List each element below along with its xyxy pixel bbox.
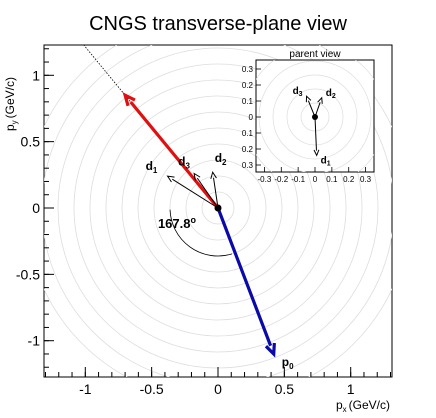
inset-y-axis: 0.3 0.2 0.1 0 0.1 0.2 0.3 [242, 65, 261, 170]
inset-vector-label-d2: d2 [326, 88, 336, 100]
vector-d2 [210, 170, 219, 209]
opening-angle-arc [169, 209, 233, 257]
inset-x-axis: -0.3 -0.2 -0.1 0 0.1 0.2 0.3 [258, 167, 372, 184]
inset-grid-circle [300, 102, 330, 132]
grid-circle [153, 143, 283, 273]
x-axis: -1 -0.5 0 0.5 1 [44, 367, 392, 397]
grid-circle [105, 95, 331, 321]
vector-p0 [216, 207, 276, 358]
x-tick-label: -0.5 [140, 381, 164, 397]
inset-x-tick-label: -0.1 [291, 175, 305, 184]
y-tick-label: 1 [32, 67, 40, 83]
chart-title: CNGS transverse-plane view [89, 13, 347, 35]
x-tick-label: 0 [214, 381, 222, 397]
vector-label-d2: d2 [215, 151, 227, 167]
y-tick-label: 0.5 [21, 134, 41, 150]
inset-y-tick-label: 0.3 [242, 161, 254, 170]
inset-x-tick-label: 0.1 [326, 175, 338, 184]
inset-vector-label-d3: d3 [293, 86, 303, 98]
grid-circle [137, 127, 299, 289]
inset-vertex [312, 114, 318, 120]
grid-circle [121, 111, 315, 305]
x-tick-label: 1 [347, 381, 355, 397]
x-tick-label: 0.5 [275, 381, 295, 397]
vector-label-d3: d3 [178, 154, 190, 170]
grid-circle [89, 79, 347, 337]
opening-angle-label: 167.8o [158, 215, 197, 231]
inset-grid-circle [286, 88, 344, 146]
vector-label-d1: d1 [146, 159, 158, 175]
inset-vectors: d3 d2 d1 [293, 86, 336, 167]
y-tick-label: 0 [32, 200, 40, 216]
grid-circle [73, 63, 363, 353]
inset-vector-d1 [313, 116, 320, 157]
y-tick-label: -0.5 [16, 266, 40, 282]
vector-d1 [166, 175, 219, 209]
inset-y-tick-label: 0.1 [242, 129, 254, 138]
x-axis-label: px (GeV/c) [336, 398, 390, 414]
inset-y-tick-label: 0.1 [242, 97, 254, 106]
inset-x-tick-label: 0.2 [343, 175, 355, 184]
vector-d3 [193, 172, 219, 209]
inset-x-tick-label: 0 [313, 175, 318, 184]
momentum-vectors: p0 d1 d3 d2 [122, 92, 294, 371]
grid-circle [185, 175, 251, 241]
y-axis: -1 -0.5 0 0.5 1 [16, 48, 54, 368]
inset-y-tick-label: 0.2 [242, 145, 254, 154]
inset-x-tick-label: -0.2 [274, 175, 288, 184]
inset-title: parent view [289, 49, 341, 60]
vector-parent [122, 92, 220, 210]
inset-x-tick-label: 0.3 [360, 175, 372, 184]
inset-x-tick-label: -0.3 [258, 175, 272, 184]
inset-vector-label-d1: d1 [321, 155, 331, 167]
vector-label-p0: p0 [282, 355, 294, 371]
inset-y-tick-label: 0 [249, 113, 254, 122]
decay-vertex [214, 204, 222, 212]
x-tick-label: -1 [79, 381, 92, 397]
inset-y-tick-label: 0.3 [242, 65, 254, 74]
y-axis-label: py(GeV/c) [3, 77, 19, 131]
inset-y-tick-label: 0.2 [242, 81, 254, 90]
grid-circle [201, 191, 235, 225]
inset-grid-circle [272, 74, 358, 160]
y-tick-label: -1 [28, 333, 41, 349]
